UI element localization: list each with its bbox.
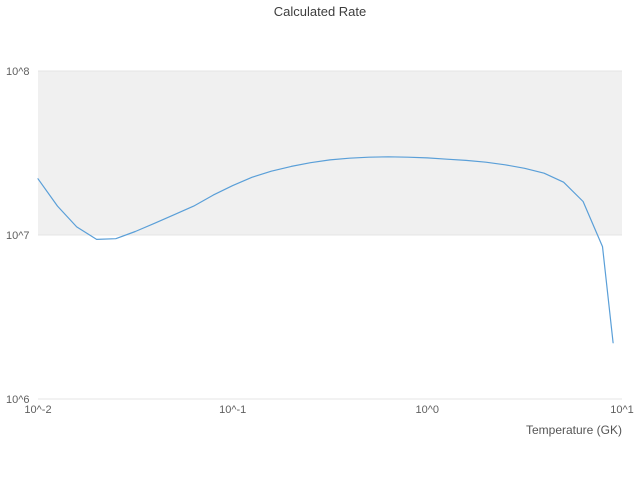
rate-series-line <box>37 156 614 344</box>
x-tick-label-1e-1: 10^-1 <box>219 404 246 416</box>
y-tick-label-1e6: 10^6 <box>6 394 30 406</box>
plot-bands <box>38 71 622 235</box>
y-tick-label-1e8: 10^8 <box>6 66 30 78</box>
gridlines <box>38 70 622 400</box>
plot-band <box>38 71 622 235</box>
y-tick-label-1e7: 10^7 <box>6 230 30 242</box>
chart-title: Calculated Rate <box>274 4 367 19</box>
x-axis-ticks: 10^-2 10^-1 10^0 10^1 <box>24 404 633 416</box>
x-tick-label-1e-2: 10^-2 <box>24 404 51 416</box>
x-tick-label-1e0: 10^0 <box>416 404 440 416</box>
y-axis-ticks: 10^6 10^7 10^8 <box>6 66 30 406</box>
x-axis-title: Temperature (GK) <box>526 423 622 437</box>
x-tick-label-1e1: 10^1 <box>610 404 634 416</box>
